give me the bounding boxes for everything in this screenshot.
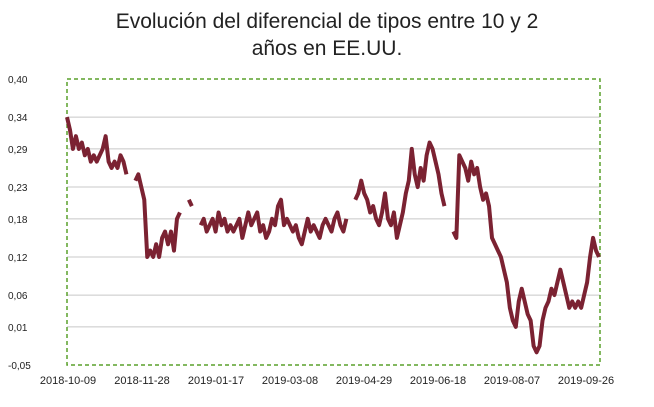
x-tick-label: 2019-01-17: [188, 375, 244, 387]
y-tick-label: 0,01: [8, 323, 28, 334]
y-tick-label: 0,23: [8, 183, 28, 194]
x-tick-label: 2018-11-28: [114, 375, 169, 387]
x-tick-label: 2019-03-08: [262, 375, 318, 387]
x-tick-label: 2019-06-18: [410, 375, 466, 387]
series-line-segment: [451, 153, 601, 355]
y-axis-ticks: 0,40 0,34 0,29 0,23 0,18 0,12 0,06 0,01 -0,05: [8, 75, 31, 372]
y-tick-label: -0,05: [8, 361, 31, 372]
y-tick-label: 0,12: [8, 253, 28, 264]
series-line-segment: [65, 116, 129, 175]
y-tick-label: 0,06: [8, 291, 28, 302]
series-line-segment: [133, 172, 182, 259]
series-line: [65, 116, 601, 355]
x-tick-label: 2019-09-26: [558, 375, 614, 387]
y-tick-label: 0,40: [8, 75, 28, 86]
y-tick-label: 0,29: [8, 145, 28, 156]
x-tick-label: 2018-10-09: [40, 375, 96, 387]
y-tick-label: 0,18: [8, 215, 28, 226]
x-tick-label: 2019-04-29: [336, 375, 392, 387]
x-tick-label: 2019-08-07: [484, 375, 540, 387]
series-line-segment: [198, 197, 349, 247]
gridlines: [67, 116, 600, 328]
chart-title: Evolución del diferencial de tipos entre…: [115, 10, 539, 60]
plot-area-border: [66, 78, 601, 366]
y-tick-label: 0,34: [8, 113, 28, 124]
series-line-segment: [353, 140, 447, 240]
x-axis-ticks: 2018-10-09 2018-11-28 2019-01-17 2019-03-08…: [40, 375, 614, 387]
series-line-segment: [187, 198, 194, 207]
